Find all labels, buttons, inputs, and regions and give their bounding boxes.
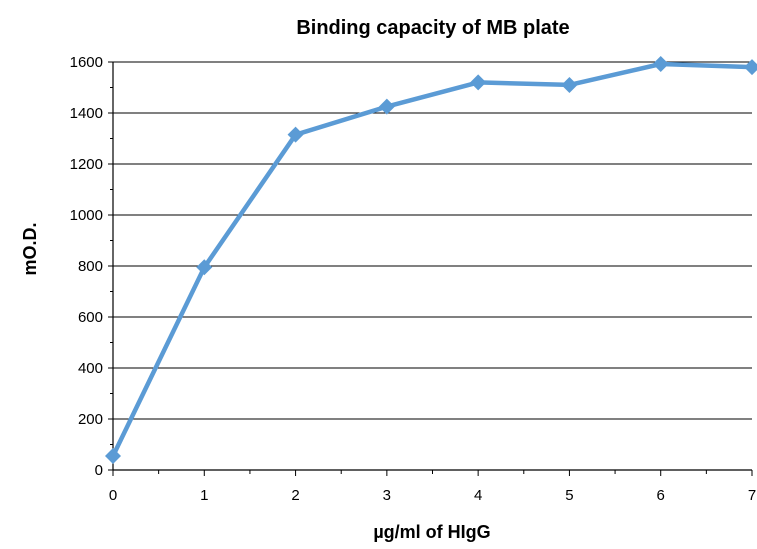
series-layer	[105, 56, 757, 464]
y-tick-label: 200	[78, 411, 103, 428]
data-point-marker	[470, 74, 487, 91]
data-point-marker	[378, 98, 395, 115]
data-point-marker	[652, 56, 669, 73]
x-tick-label: 7	[748, 487, 756, 504]
x-tick-label: 5	[565, 487, 573, 504]
y-tick-label: 600	[78, 309, 103, 326]
x-tick-label: 6	[657, 487, 665, 504]
y-tick-label: 1200	[70, 156, 103, 173]
data-point-marker	[561, 76, 578, 93]
x-tick-label: 0	[109, 487, 117, 504]
x-tick-label: 3	[383, 487, 391, 504]
x-tick-label: 2	[291, 487, 299, 504]
chart-title: Binding capacity of MB plate	[296, 17, 569, 39]
y-tick-label: 1400	[70, 105, 103, 122]
data-point-marker	[105, 447, 121, 464]
tick-labels: 0 200 400 600 800 1000 1200 1400 1600 0 1 2 3 4 5 6 7	[70, 54, 757, 504]
y-tick-label: 400	[78, 360, 103, 377]
x-tick-label: 4	[474, 487, 482, 504]
y-axis-title: mO.D.	[20, 222, 40, 275]
data-point-marker	[744, 59, 757, 76]
series-line	[110, 61, 753, 457]
y-tick-label: 800	[78, 258, 103, 275]
data-point-marker	[196, 259, 213, 276]
data-point-marker	[287, 126, 304, 143]
y-tick-label: 0	[95, 462, 103, 479]
y-tick-label: 1600	[70, 54, 103, 71]
x-axis-title: µg/ml of HIgG	[373, 522, 490, 542]
gridlines	[113, 61, 752, 420]
y-tick-label: 1000	[70, 207, 103, 224]
axes	[108, 61, 753, 476]
x-tick-label: 1	[200, 487, 208, 504]
